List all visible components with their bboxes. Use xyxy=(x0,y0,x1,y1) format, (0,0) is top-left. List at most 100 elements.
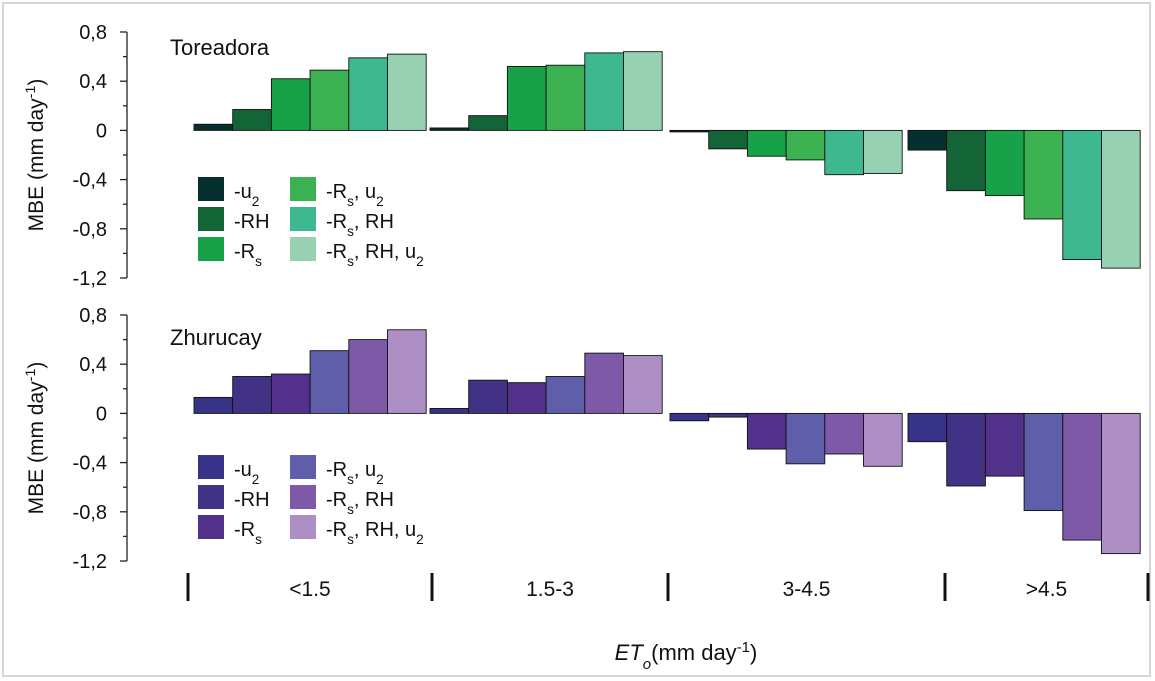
bar xyxy=(193,123,234,131)
bar xyxy=(309,69,350,131)
bar xyxy=(348,57,388,131)
y-axis-title: MBE (mm day-1) xyxy=(23,362,48,515)
bar xyxy=(429,408,470,414)
x-tick-label: 1.5-3 xyxy=(526,578,574,601)
legend-label: -Rs, u2 xyxy=(326,181,384,209)
panel-title: Toreadora xyxy=(170,35,270,60)
legend-label: -Rs xyxy=(234,519,262,547)
y-tick-label: -0,8 xyxy=(73,502,107,524)
bar xyxy=(1101,412,1141,555)
bar xyxy=(270,373,311,414)
bar xyxy=(669,129,710,133)
legend-label: -RH xyxy=(234,489,270,511)
legend-label: -RH xyxy=(234,211,270,233)
bar xyxy=(669,412,710,422)
legend: -u2-RH -Rs -Rs, u2-Rs, RH-Rs, RH, u2 xyxy=(198,455,424,547)
bar xyxy=(1062,412,1102,541)
legend-swatch xyxy=(290,207,316,231)
bar xyxy=(232,376,272,414)
bar xyxy=(746,129,787,157)
legend-swatch xyxy=(290,237,316,261)
bar xyxy=(946,412,986,487)
legend-label: -Rs xyxy=(234,241,262,269)
bar xyxy=(984,129,1025,197)
panel-title: Zhurucay xyxy=(170,325,262,350)
y-tick-label: 0 xyxy=(96,403,107,425)
legend-swatch xyxy=(198,485,224,509)
bar xyxy=(506,65,547,131)
legend-label: -u2 xyxy=(234,181,259,209)
bar xyxy=(232,109,272,131)
bar xyxy=(468,115,508,131)
y-axis-title: MBE (mm day-1) xyxy=(23,79,48,232)
bar xyxy=(1101,129,1141,269)
bar xyxy=(946,129,986,192)
legend-label: -Rs, RH xyxy=(326,211,394,239)
bar xyxy=(623,355,663,414)
bar xyxy=(623,51,663,131)
x-axis-title: ETo(mm day-1) xyxy=(615,639,758,673)
y-tick-label: 0,8 xyxy=(79,305,107,327)
legend-swatch xyxy=(198,177,224,201)
bar xyxy=(984,412,1025,477)
bar xyxy=(1062,129,1102,260)
bar xyxy=(824,412,864,455)
bar xyxy=(785,129,826,161)
bar xyxy=(584,52,624,131)
bar xyxy=(193,396,234,414)
bar xyxy=(1023,129,1064,220)
bar xyxy=(863,129,903,174)
bar xyxy=(309,350,350,414)
bar xyxy=(584,352,624,414)
bar xyxy=(1023,412,1064,512)
bar xyxy=(387,329,427,414)
bar xyxy=(348,339,388,414)
bar xyxy=(545,376,586,414)
bar xyxy=(907,129,948,151)
legend-label: -Rs, u2 xyxy=(326,459,384,487)
x-tick-label: >4.5 xyxy=(1026,578,1067,601)
x-tick-label: <1.5 xyxy=(289,578,330,601)
y-tick-label: -1,2 xyxy=(73,268,107,290)
legend-swatch xyxy=(198,455,224,479)
legend-label: -u2 xyxy=(234,459,259,487)
bar xyxy=(545,64,586,131)
y-tick-label: -1,2 xyxy=(73,551,107,573)
bar xyxy=(506,382,547,414)
y-tick-label: 0,4 xyxy=(79,71,107,93)
legend-swatch xyxy=(198,237,224,261)
legend-label: -Rs, RH, u2 xyxy=(326,241,424,269)
x-axis: <1.5 1.5-3 3-4.5 >4.5 xyxy=(186,573,1150,601)
legend-swatch xyxy=(290,455,316,479)
bar xyxy=(746,412,787,450)
legend-swatch xyxy=(198,515,224,539)
bar xyxy=(387,53,427,131)
legend-label: -Rs, RH, u2 xyxy=(326,519,424,547)
y-tick-label: 0 xyxy=(96,120,107,142)
panel-zhurucay: 0,8 0,4 0 -0,4 -0,8 -1,2 MBE (mm day-1) Zhuruca… xyxy=(23,305,1141,573)
legend-swatch xyxy=(290,177,316,201)
bar xyxy=(785,412,826,465)
legend-swatch xyxy=(290,515,316,539)
legend-swatch xyxy=(198,207,224,231)
panel-toreadora: 0,8 0,4 0 -0,4 -0,8 -1,2 MBE (mm day-1) Toreado… xyxy=(23,22,1141,290)
y-tick-label: 0,4 xyxy=(79,354,107,376)
bar xyxy=(708,412,748,418)
bar xyxy=(468,379,508,414)
legend: -u2-RH -Rs -Rs, u2-Rs, RH-Rs, RH, u2 xyxy=(198,177,424,269)
bar xyxy=(863,412,903,467)
bar xyxy=(270,78,311,131)
bar xyxy=(708,129,748,150)
bar xyxy=(907,412,948,443)
y-tick-label: -0,8 xyxy=(73,219,107,241)
legend-swatch xyxy=(290,485,316,509)
y-tick-label: 0,8 xyxy=(79,22,107,44)
y-tick-label: -0,4 xyxy=(73,170,107,192)
x-tick-label: 3-4.5 xyxy=(783,578,831,601)
bar xyxy=(824,129,864,176)
y-tick-label: -0,4 xyxy=(73,453,107,475)
legend-label: -Rs, RH xyxy=(326,489,394,517)
bar xyxy=(429,127,470,131)
